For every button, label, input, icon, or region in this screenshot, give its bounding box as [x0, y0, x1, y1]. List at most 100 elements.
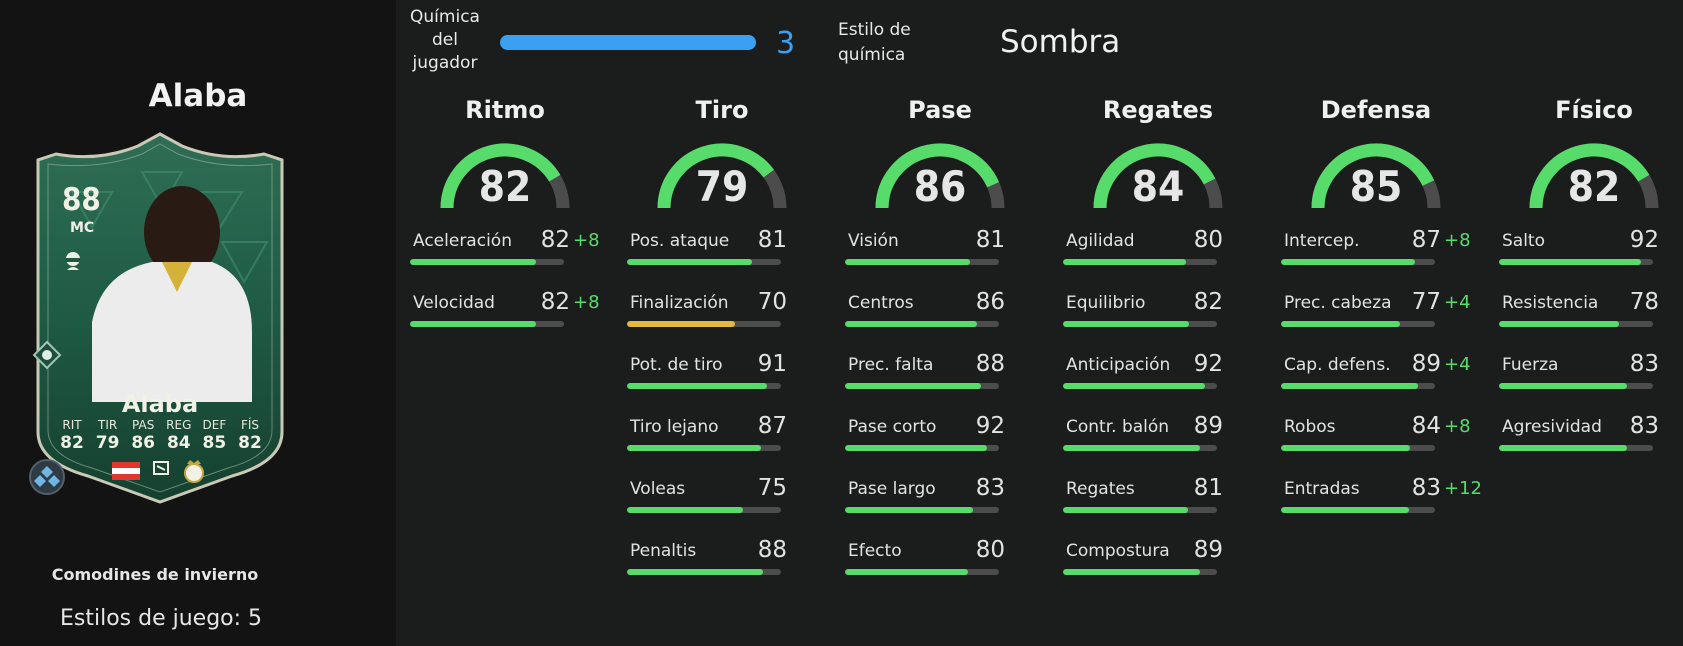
attribute-row[interactable]: Pos. ataque 81 — [627, 227, 817, 281]
attribute-bar — [627, 259, 781, 265]
card-stat-value: 82 — [238, 433, 262, 453]
chemistry-bar — [500, 35, 756, 50]
attribute-row[interactable]: Visión 81 — [845, 227, 1035, 281]
attribute-bar-fill — [1281, 507, 1409, 513]
stat-column-fisico: Físico 82 Salto 92 Resistencia 78 Fuerza 83 Agre… — [1499, 96, 1683, 451]
attribute-row[interactable]: Penaltis 88 — [627, 537, 817, 591]
attribute-name: Aceleración — [413, 231, 512, 251]
attribute-value: 80 — [1193, 227, 1223, 253]
stat-gauge-value: 82 — [1567, 162, 1621, 211]
attribute-row[interactable]: Intercep. 87 +8 — [1281, 227, 1471, 281]
chemistry-value: 3 — [776, 26, 796, 61]
attribute-name: Prec. cabeza — [1284, 293, 1392, 313]
stat-gauge-value: 82 — [478, 162, 532, 211]
attribute-bar — [1281, 445, 1435, 451]
stat-column-ritmo: Ritmo 82 Aceleración 82 +8 Velocidad 82 +8 — [410, 96, 600, 327]
attribute-row[interactable]: Pot. de tiro 91 — [627, 351, 817, 405]
attribute-value: 89 — [1193, 413, 1223, 439]
stat-column-title: Defensa — [1320, 96, 1432, 124]
stat-column-title: Tiro — [695, 96, 749, 124]
attribute-bar-fill — [627, 259, 752, 265]
attribute-bar-fill — [1063, 321, 1190, 327]
stat-gauge-fill — [875, 143, 1000, 209]
attribute-bar-fill — [845, 383, 981, 389]
attribute-name: Pase corto — [848, 417, 937, 437]
attribute-bar — [1063, 569, 1217, 575]
attribute-bar — [1063, 507, 1217, 513]
attribute-name: Intercep. — [1284, 231, 1360, 251]
playstyles-count[interactable]: Estilos de juego: 5 — [60, 606, 263, 631]
attribute-name: Voleas — [630, 479, 686, 499]
attribute-row[interactable]: Anticipación 92 — [1063, 351, 1253, 405]
attribute-value: 92 — [975, 413, 1005, 439]
attribute-name: Robos — [1284, 417, 1336, 437]
attribute-value: 88 — [975, 351, 1005, 377]
card-position: MC — [70, 220, 95, 236]
chemistry-label-line: Química — [410, 7, 480, 27]
attribute-row[interactable]: Robos 84 +8 — [1281, 413, 1471, 467]
player-card[interactable]: 88 MC Alaba RIT 82 TIR 79 PAS 86 — [32, 132, 288, 504]
attribute-boost: +8 — [1444, 230, 1471, 251]
chem-style-value[interactable]: Sombra — [1000, 24, 1121, 60]
card-stats: RIT 82 TIR 79 PAS 86 REG 84 DEF 85 FÍS 8… — [56, 418, 266, 453]
attribute-row[interactable]: Cap. defens. 89 +4 — [1281, 351, 1471, 405]
stat-gauge — [1529, 143, 1659, 209]
attribute-row[interactable]: Voleas 75 — [627, 475, 817, 529]
attribute-value: 83 — [1629, 413, 1659, 439]
attribute-row[interactable]: Pase largo 83 — [845, 475, 1035, 529]
card-stat-label: FÍS — [240, 418, 259, 432]
attribute-row[interactable]: Prec. falta 88 — [845, 351, 1035, 405]
attribute-value: 81 — [757, 227, 787, 253]
attribute-value: 83 — [1629, 351, 1659, 377]
attribute-row[interactable]: Resistencia 78 — [1499, 289, 1683, 343]
attribute-bar-fill — [1063, 569, 1201, 575]
attribute-row[interactable]: Centros 86 — [845, 289, 1035, 343]
stat-gauge-fill — [1529, 143, 1650, 209]
attribute-bar — [627, 321, 781, 327]
stat-gauge — [657, 143, 787, 209]
attribute-row[interactable]: Prec. cabeza 77 +4 — [1281, 289, 1471, 343]
attribute-row[interactable]: Tiro lejano 87 — [627, 413, 817, 467]
attribute-value: 82 — [540, 227, 570, 253]
attribute-value: 91 — [757, 351, 787, 377]
player-panel: Alaba 88 — [0, 0, 396, 646]
attribute-name: Contr. balón — [1066, 417, 1170, 437]
attribute-row[interactable]: Pase corto 92 — [845, 413, 1035, 467]
attribute-row[interactable]: Agresividad 83 — [1499, 413, 1683, 467]
attribute-bar-fill — [845, 507, 973, 513]
attribute-row[interactable]: Entradas 83 +12 — [1281, 475, 1482, 529]
stat-column-defensa: Defensa 85 Intercep. 87 +8 Prec. cabeza 77 +4 Ca… — [1281, 96, 1482, 513]
playstyle-badge-icon[interactable] — [28, 458, 66, 496]
attribute-bar — [845, 507, 999, 513]
attribute-value: 89 — [1411, 351, 1441, 377]
attribute-name: Visión — [848, 231, 899, 251]
attribute-bar-fill — [1281, 383, 1419, 389]
card-stat-label: PAS — [132, 418, 155, 432]
austria-flag-icon — [112, 462, 140, 480]
attribute-row[interactable]: Equilibrio 82 — [1063, 289, 1253, 343]
attribute-row[interactable]: Efecto 80 — [845, 537, 1035, 591]
attribute-boost: +4 — [1444, 354, 1471, 375]
attribute-value: 77 — [1411, 289, 1441, 315]
attribute-row[interactable]: Finalización 70 — [627, 289, 817, 343]
attribute-bar-fill — [845, 259, 970, 265]
attribute-row[interactable]: Contr. balón 89 — [1063, 413, 1253, 467]
attribute-boost: +8 — [573, 292, 600, 313]
attribute-row[interactable]: Compostura 89 — [1063, 537, 1253, 591]
attribute-bar-fill — [627, 445, 761, 451]
attribute-row[interactable]: Agilidad 80 — [1063, 227, 1253, 281]
attribute-row[interactable]: Aceleración 82 +8 — [410, 227, 600, 281]
attribute-row[interactable]: Salto 92 — [1499, 227, 1683, 281]
attribute-name: Pos. ataque — [630, 231, 730, 251]
attribute-bar-fill — [1063, 383, 1205, 389]
attribute-row[interactable]: Fuerza 83 — [1499, 351, 1683, 405]
stat-column-title: Regates — [1102, 96, 1214, 124]
attribute-value: 75 — [757, 475, 787, 501]
attribute-bar — [1281, 259, 1435, 265]
attribute-row[interactable]: Regates 81 — [1063, 475, 1253, 529]
chemistry-label-line: jugador — [412, 53, 478, 73]
attribute-bar — [410, 321, 564, 327]
stat-gauge-value: 85 — [1349, 162, 1403, 211]
real-madrid-crest-icon — [184, 460, 204, 483]
attribute-row[interactable]: Velocidad 82 +8 — [410, 289, 600, 343]
